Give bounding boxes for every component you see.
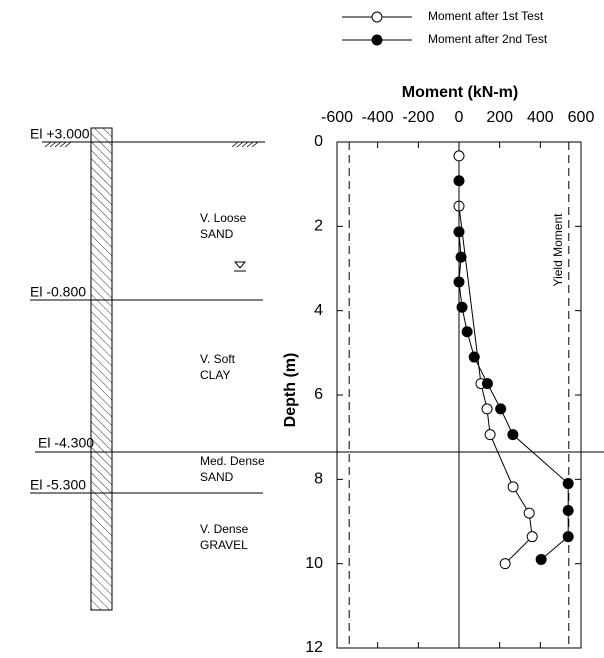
elevation-label: El -4.300 bbox=[38, 435, 94, 451]
legend: Moment after 1st Test Moment after 2nd Te… bbox=[342, 9, 548, 46]
x-tick-label: -400 bbox=[362, 109, 394, 126]
x-tick-label: 200 bbox=[486, 109, 513, 126]
data-point bbox=[454, 227, 464, 237]
y-tick-label: 4 bbox=[314, 302, 323, 319]
data-point bbox=[454, 176, 464, 186]
x-axis-label: Moment (kN-m) bbox=[402, 84, 518, 101]
ground-symbol bbox=[45, 142, 258, 147]
layer-label: SAND bbox=[200, 227, 234, 241]
data-point bbox=[508, 482, 518, 492]
layer-label: Med. Dense bbox=[200, 454, 265, 468]
data-point bbox=[563, 506, 573, 516]
legend-label: Moment after 2nd Test bbox=[428, 32, 548, 46]
x-tick-label: -200 bbox=[402, 109, 434, 126]
data-point bbox=[508, 430, 518, 440]
y-tick-label: 10 bbox=[305, 555, 323, 572]
data-point bbox=[469, 352, 479, 362]
data-point bbox=[456, 252, 466, 262]
figure: Moment after 1st Test Moment after 2nd Te… bbox=[0, 0, 604, 653]
data-point bbox=[524, 508, 534, 518]
pile bbox=[91, 128, 112, 610]
x-tick-label: -600 bbox=[321, 109, 353, 126]
data-point bbox=[462, 327, 472, 337]
elevation-label: El +3.000 bbox=[30, 126, 90, 142]
x-tick-label: 400 bbox=[527, 109, 554, 126]
legend-marker bbox=[372, 35, 382, 45]
data-point bbox=[482, 404, 492, 414]
water-table bbox=[234, 262, 246, 271]
data-point bbox=[457, 302, 467, 312]
data-point bbox=[536, 554, 546, 564]
layer-label: V. Dense bbox=[200, 522, 249, 536]
layer-label: SAND bbox=[200, 470, 234, 484]
data-point bbox=[527, 532, 537, 542]
y-tick-label: 8 bbox=[314, 471, 323, 488]
data-point bbox=[454, 277, 464, 287]
legend-label: Moment after 1st Test bbox=[428, 9, 544, 23]
y-tick-label: 12 bbox=[305, 639, 323, 653]
y-tick-label: 0 bbox=[314, 133, 323, 150]
x-tick-label: 0 bbox=[455, 109, 464, 126]
data-point bbox=[563, 532, 573, 542]
data-point bbox=[496, 404, 506, 414]
layer-label: V. Soft bbox=[200, 352, 236, 366]
data-point bbox=[563, 479, 573, 489]
elevation-label: El -5.300 bbox=[30, 477, 86, 493]
layer-label: V. Loose bbox=[200, 211, 247, 225]
x-tick-label: 600 bbox=[568, 109, 595, 126]
yield-label: Yield Moment bbox=[551, 213, 565, 287]
legend-marker bbox=[372, 12, 382, 22]
layer-label: CLAY bbox=[200, 368, 230, 382]
y-axis-label: Depth (m) bbox=[282, 353, 299, 428]
data-point bbox=[485, 430, 495, 440]
y-tick-label: 6 bbox=[314, 386, 323, 403]
layer-label: GRAVEL bbox=[200, 538, 248, 552]
data-point bbox=[454, 151, 464, 161]
data-point bbox=[482, 379, 492, 389]
data-point bbox=[500, 559, 510, 569]
elevation-label: El -0.800 bbox=[30, 284, 86, 300]
y-tick-label: 2 bbox=[314, 218, 323, 235]
